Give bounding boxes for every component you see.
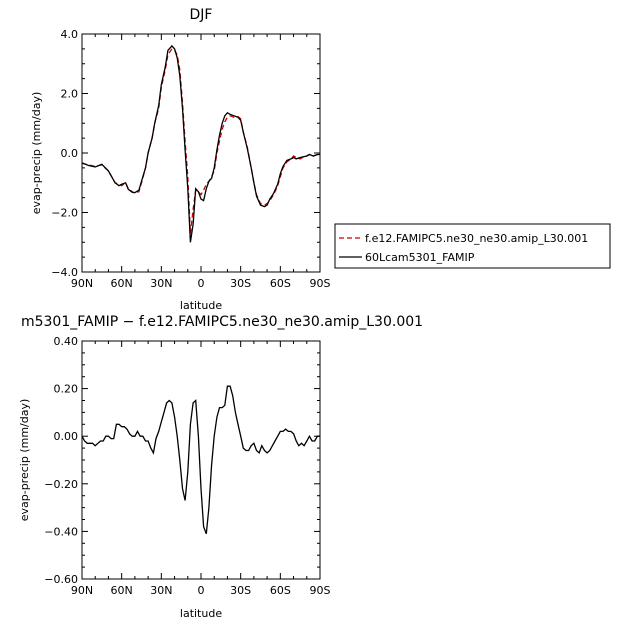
panel-top-y-axis-label: evap-precip (mm/day) [30,92,43,215]
panel-bottom-y-tick-label: −0.40 [44,525,78,538]
panel-top: DJF evap-precip (mm/day) latitude 90N 60N… [30,7,611,312]
panel-top-legend: f.e12.FAMIPC5.ne30_ne30.amip_L30.001 60L… [334,223,611,269]
panel-bottom-y-tick-label: 0.20 [54,383,79,396]
panel-bottom-x-tick-label: 60S [270,584,291,597]
panel-top-x-tick-label: 60N [111,277,133,290]
panel-top-x-tick-label: 60S [270,277,291,290]
panel-bottom-frame [81,340,321,580]
panel-bottom-x-tick-label: 90S [310,584,331,597]
panel-top-y-tick-label: −2.0 [51,207,78,220]
panel-top-x-tick-label: 30S [230,277,251,290]
legend-entry-1: 60Lcam5301_FAMIP [365,251,475,264]
panel-bottom: m5301_FAMIP − f.e12.FAMIPC5.ne30_ne30.am… [18,314,423,620]
panel-bottom-x-tick-label: 90N [71,584,93,597]
panel-top-y-tick-label: 4.0 [61,28,79,41]
panel-bottom-series-group [81,385,320,535]
panel-top-x-tick-label: 90N [71,277,93,290]
legend-entry-0: f.e12.FAMIPC5.ne30_ne30.amip_L30.001 [365,232,588,245]
panel-bottom-x-axis-label: latitude [180,607,222,620]
panel-top-y-tick-label: 0.0 [61,147,79,160]
panel-bottom-series-line-0 [81,385,320,535]
panel-bottom-y-tick-label: 0.40 [54,335,79,348]
panel-top-x-tick-label: 0 [198,277,205,290]
panel-bottom-y-axis-label: evap-precip (mm/day) [18,399,31,522]
panel-bottom-x-tick-label: 30N [150,584,172,597]
legend-box [334,223,611,269]
panel-bottom-x-tick-label: 0 [198,584,205,597]
panel-top-y-tick-label: −4.0 [51,266,78,279]
panel-bottom-axes: 90N 60N 30N 0 30S 60S 90S −0.60 −0.40 −0.20 0.00 0.… [44,335,330,597]
panel-bottom-y-tick-label: −0.20 [44,478,78,491]
panel-top-series-line-1 [81,44,320,243]
panel-top-axes: 90N 60N 30N 0 30S 60S 90S −4.0 −2.0 0.0 2.0 4.0 [51,28,330,290]
panel-top-frame [81,33,321,273]
panel-top-x-axis-label: latitude [180,299,222,312]
panel-top-x-tick-label: 90S [310,277,331,290]
panel-bottom-x-tick-label: 60N [111,584,133,597]
panel-top-series-group [81,44,320,243]
panel-top-title: DJF [190,7,213,23]
panel-bottom-title: m5301_FAMIP − f.e12.FAMIPC5.ne30_ne30.am… [21,314,423,330]
panel-bottom-y-tick-label: 0.00 [54,430,79,443]
panel-bottom-x-tick-label: 30S [230,584,251,597]
panel-bottom-y-tick-label: −0.60 [44,573,78,586]
panel-top-series-line-0 [81,48,320,234]
panel-top-x-tick-label: 30N [150,277,172,290]
panel-top-y-tick-label: 2.0 [61,88,79,101]
